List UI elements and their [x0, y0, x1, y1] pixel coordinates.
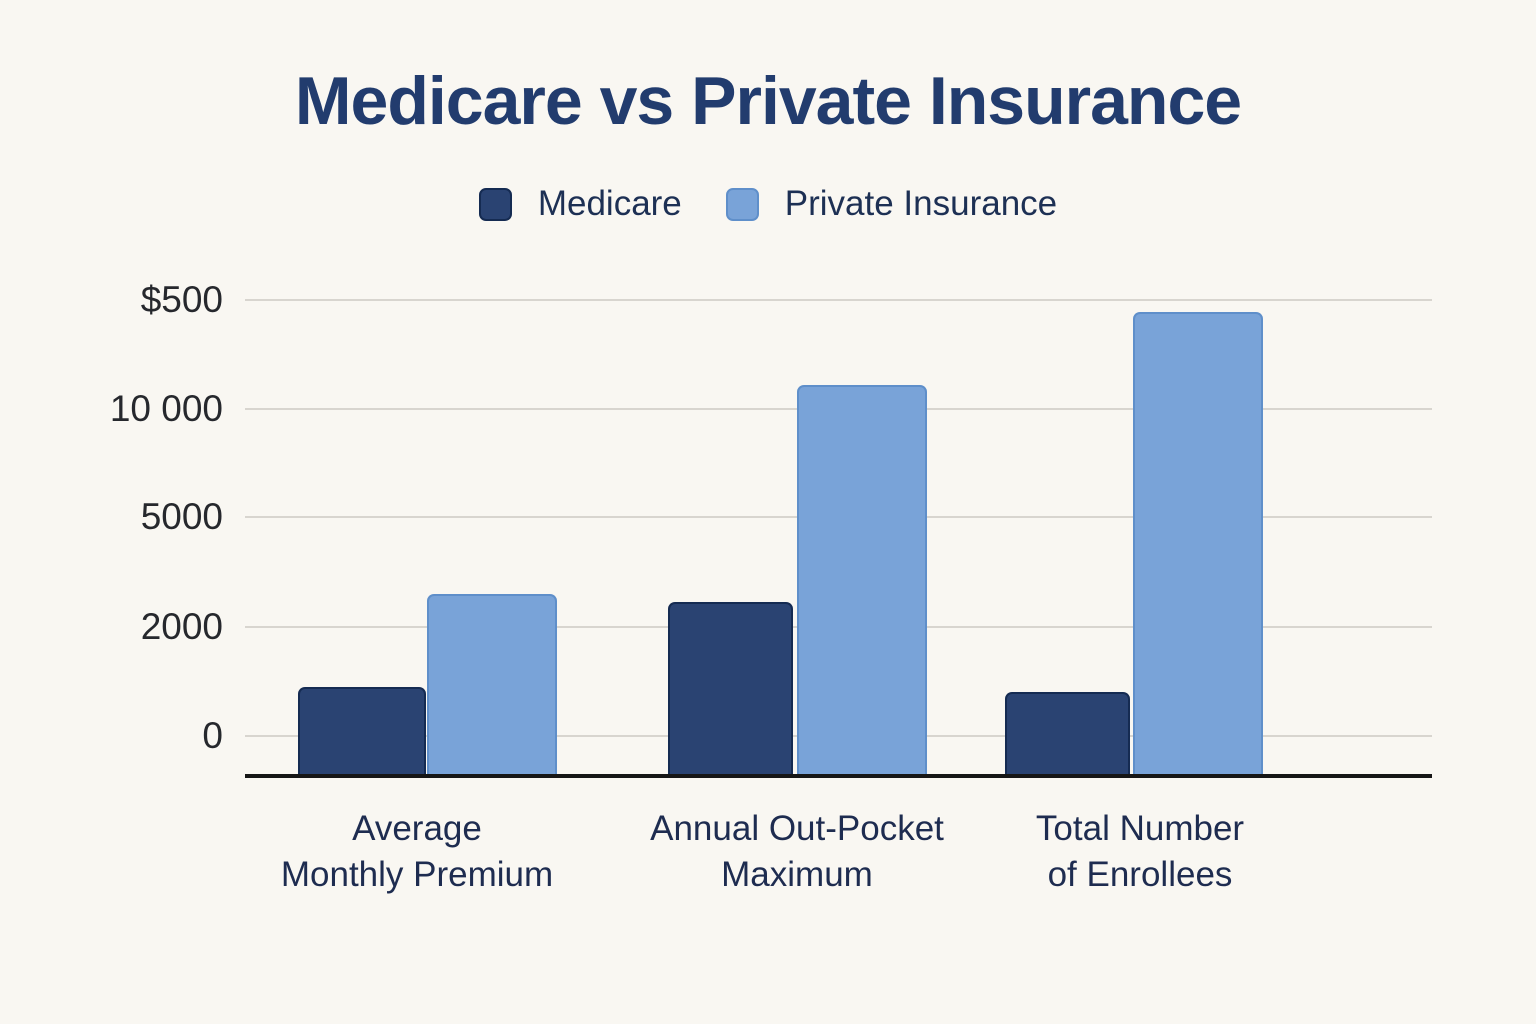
bar-medicare-average-monthly-premium: [298, 687, 426, 776]
bar-medicare-annual-out-pocket-maximum: [668, 602, 793, 776]
y-tick-label-2000: 2000: [140, 606, 223, 647]
x-axis-line: [245, 774, 1432, 778]
medicare-swatch-icon: [478, 187, 512, 221]
bar-private-insurance-annual-out-pocket-maximum: [797, 385, 927, 776]
gridline-500: [245, 299, 1432, 301]
legend: Medicare Private Insurance: [0, 184, 1536, 224]
legend-label-medicare: Medicare: [537, 184, 682, 223]
x-axis-label-annual-out-pocket-maximum: Annual Out-Pocket Maximum: [650, 809, 944, 894]
private-insurance-swatch-icon: [725, 187, 759, 221]
legend-label-private-insurance: Private Insurance: [784, 184, 1058, 223]
legend-item-medicare: Medicare: [478, 184, 682, 224]
bar-private-insurance-total-number-of-enrollees: [1133, 312, 1263, 776]
y-tick-label-500: $500: [140, 279, 223, 320]
y-tick-label-10-000: 10 000: [109, 388, 223, 429]
bar-private-insurance-average-monthly-premium: [427, 594, 557, 776]
x-axis-label-total-number-of-enrollees: Total Number of Enrollees: [1035, 809, 1245, 894]
y-tick-label-5000: 5000: [140, 496, 223, 537]
plot-area: $500 10 000 5000 2000 0 Average Monthly Premiu…: [110, 279, 1432, 894]
y-tick-label-0: 0: [202, 715, 223, 756]
legend-item-private-insurance: Private Insurance: [725, 184, 1058, 224]
chart-title: Medicare vs Private Insurance: [294, 63, 1242, 139]
bar-medicare-total-number-of-enrollees: [1005, 692, 1130, 776]
x-axis-label-average-monthly-premium: Average Monthly Premium: [280, 809, 554, 894]
